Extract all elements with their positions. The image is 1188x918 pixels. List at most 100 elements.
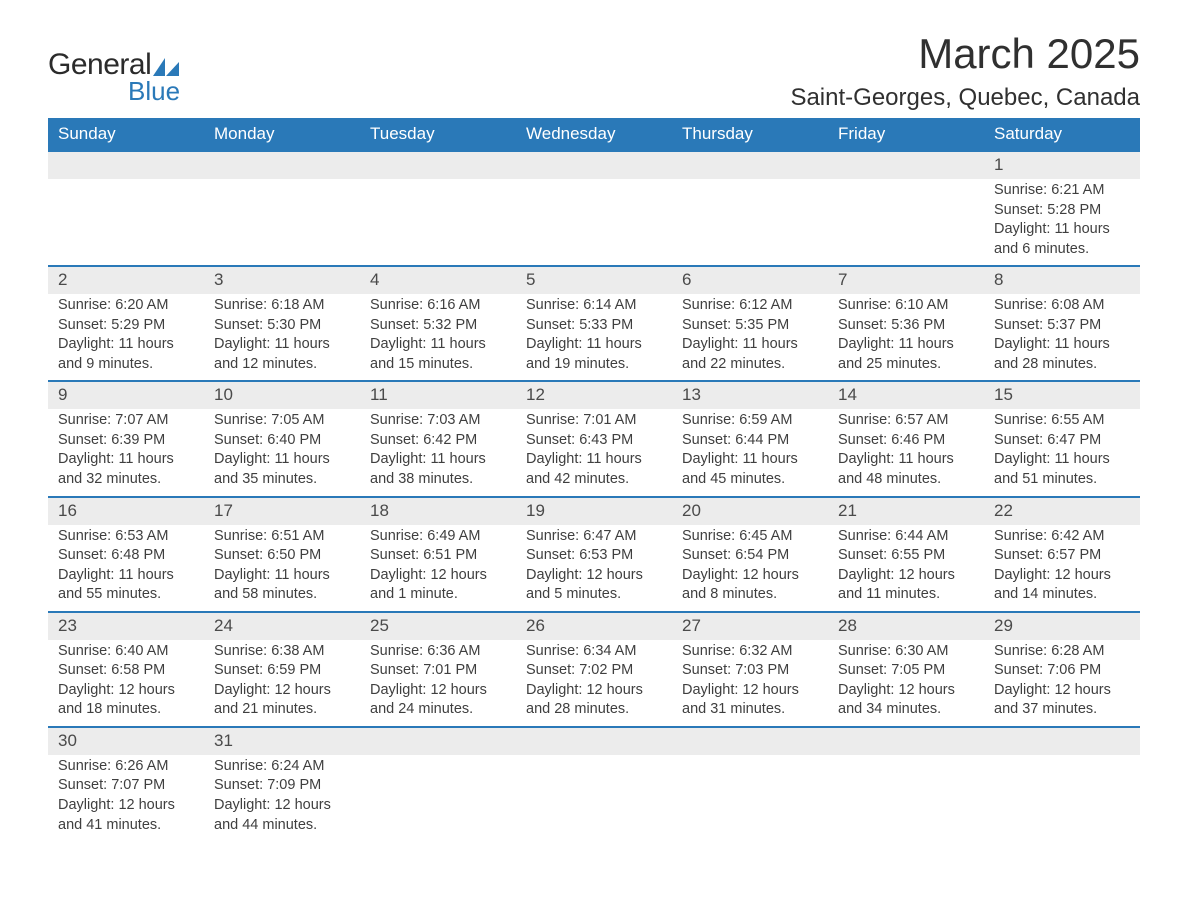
sunrise-text: Sunrise: 6:08 AM [994,296,1130,316]
daylight-text-line2: and 55 minutes. [58,585,194,605]
day-number: 13 [672,382,828,409]
sunrise-text: Sunrise: 6:53 AM [58,527,194,547]
day-detail-row: Sunrise: 6:26 AMSunset: 7:07 PMDaylight:… [48,755,1140,841]
day-number: 6 [672,267,828,294]
day-number: 4 [360,267,516,294]
day-number-cell: 21 [828,497,984,525]
sunset-text: Sunset: 7:06 PM [994,661,1130,681]
sunrise-text: Sunrise: 6:57 AM [838,411,974,431]
day-detail-cell: Sunrise: 6:36 AMSunset: 7:01 PMDaylight:… [360,640,516,727]
day-number: 8 [984,267,1140,294]
day-detail-row: Sunrise: 6:40 AMSunset: 6:58 PMDaylight:… [48,640,1140,727]
sunset-text: Sunset: 6:58 PM [58,661,194,681]
daylight-text-line2: and 42 minutes. [526,470,662,490]
day-number-row: 9101112131415 [48,381,1140,409]
sunset-text: Sunset: 6:47 PM [994,431,1130,451]
day-detail-cell [516,755,672,841]
weekday-header: Friday [828,118,984,151]
daylight-text-line1: Daylight: 11 hours [370,450,506,470]
day-number: 3 [204,267,360,294]
daylight-text-line1: Daylight: 12 hours [214,796,350,816]
day-detail-cell: Sunrise: 6:18 AMSunset: 5:30 PMDaylight:… [204,294,360,381]
sunset-text: Sunset: 5:35 PM [682,316,818,336]
day-detail-cell: Sunrise: 6:28 AMSunset: 7:06 PMDaylight:… [984,640,1140,727]
day-number-cell [360,727,516,755]
daylight-text-line1: Daylight: 12 hours [214,681,350,701]
weekday-header: Thursday [672,118,828,151]
logo-word-2: Blue [128,76,180,107]
day-number: 14 [828,382,984,409]
day-detail-cell: Sunrise: 6:30 AMSunset: 7:05 PMDaylight:… [828,640,984,727]
sunrise-text: Sunrise: 7:01 AM [526,411,662,431]
day-number: 12 [516,382,672,409]
day-number-cell [204,151,360,179]
day-detail-cell: Sunrise: 6:10 AMSunset: 5:36 PMDaylight:… [828,294,984,381]
day-number-cell: 2 [48,266,204,294]
daylight-text-line1: Daylight: 11 hours [58,450,194,470]
weekday-header-row: Sunday Monday Tuesday Wednesday Thursday… [48,118,1140,151]
day-number-row: 23242526272829 [48,612,1140,640]
day-number: 28 [828,613,984,640]
sunrise-text: Sunrise: 6:21 AM [994,181,1130,201]
day-detail-cell: Sunrise: 6:45 AMSunset: 6:54 PMDaylight:… [672,525,828,612]
day-number-cell [360,151,516,179]
day-detail-cell: Sunrise: 6:16 AMSunset: 5:32 PMDaylight:… [360,294,516,381]
daylight-text-line1: Daylight: 12 hours [370,681,506,701]
day-number-cell: 16 [48,497,204,525]
daylight-text-line1: Daylight: 12 hours [682,566,818,586]
day-number-cell: 15 [984,381,1140,409]
daylight-text-line2: and 22 minutes. [682,355,818,375]
sunset-text: Sunset: 7:02 PM [526,661,662,681]
sunset-text: Sunset: 6:59 PM [214,661,350,681]
weekday-header: Saturday [984,118,1140,151]
daylight-text-line2: and 5 minutes. [526,585,662,605]
day-number-cell: 28 [828,612,984,640]
day-number-cell: 30 [48,727,204,755]
day-detail-row: Sunrise: 6:21 AMSunset: 5:28 PMDaylight:… [48,179,1140,266]
sunrise-text: Sunrise: 6:16 AM [370,296,506,316]
day-number-row: 16171819202122 [48,497,1140,525]
sunset-text: Sunset: 6:39 PM [58,431,194,451]
daylight-text-line1: Daylight: 11 hours [526,450,662,470]
sunrise-text: Sunrise: 6:30 AM [838,642,974,662]
day-number-cell: 23 [48,612,204,640]
daylight-text-line1: Daylight: 12 hours [838,566,974,586]
logo-flag-icon [153,58,179,76]
daylight-text-line1: Daylight: 11 hours [526,335,662,355]
day-number-cell: 24 [204,612,360,640]
day-number-cell: 26 [516,612,672,640]
day-detail-cell: Sunrise: 6:34 AMSunset: 7:02 PMDaylight:… [516,640,672,727]
sunrise-text: Sunrise: 6:18 AM [214,296,350,316]
daylight-text-line2: and 19 minutes. [526,355,662,375]
sunrise-text: Sunrise: 6:20 AM [58,296,194,316]
daylight-text-line1: Daylight: 11 hours [838,450,974,470]
day-detail-cell [204,179,360,266]
sunset-text: Sunset: 6:51 PM [370,546,506,566]
day-number-cell [48,151,204,179]
day-number-cell: 31 [204,727,360,755]
sunrise-text: Sunrise: 7:03 AM [370,411,506,431]
daylight-text-line2: and 14 minutes. [994,585,1130,605]
day-number-cell: 19 [516,497,672,525]
day-number-cell [672,151,828,179]
weekday-header: Wednesday [516,118,672,151]
day-detail-cell: Sunrise: 6:32 AMSunset: 7:03 PMDaylight:… [672,640,828,727]
sunrise-text: Sunrise: 6:10 AM [838,296,974,316]
day-detail-cell: Sunrise: 6:24 AMSunset: 7:09 PMDaylight:… [204,755,360,841]
day-detail-cell: Sunrise: 6:44 AMSunset: 6:55 PMDaylight:… [828,525,984,612]
day-number-cell: 18 [360,497,516,525]
daylight-text-line2: and 11 minutes. [838,585,974,605]
sunrise-text: Sunrise: 7:05 AM [214,411,350,431]
day-detail-cell [672,179,828,266]
day-detail-cell: Sunrise: 6:57 AMSunset: 6:46 PMDaylight:… [828,409,984,496]
sunset-text: Sunset: 6:57 PM [994,546,1130,566]
daylight-text-line2: and 25 minutes. [838,355,974,375]
day-detail-cell [360,179,516,266]
day-number-cell: 20 [672,497,828,525]
daylight-text-line1: Daylight: 12 hours [370,566,506,586]
day-number-cell [516,151,672,179]
day-detail-cell: Sunrise: 7:07 AMSunset: 6:39 PMDaylight:… [48,409,204,496]
daylight-text-line1: Daylight: 12 hours [58,681,194,701]
day-number-cell: 6 [672,266,828,294]
day-number-cell: 10 [204,381,360,409]
